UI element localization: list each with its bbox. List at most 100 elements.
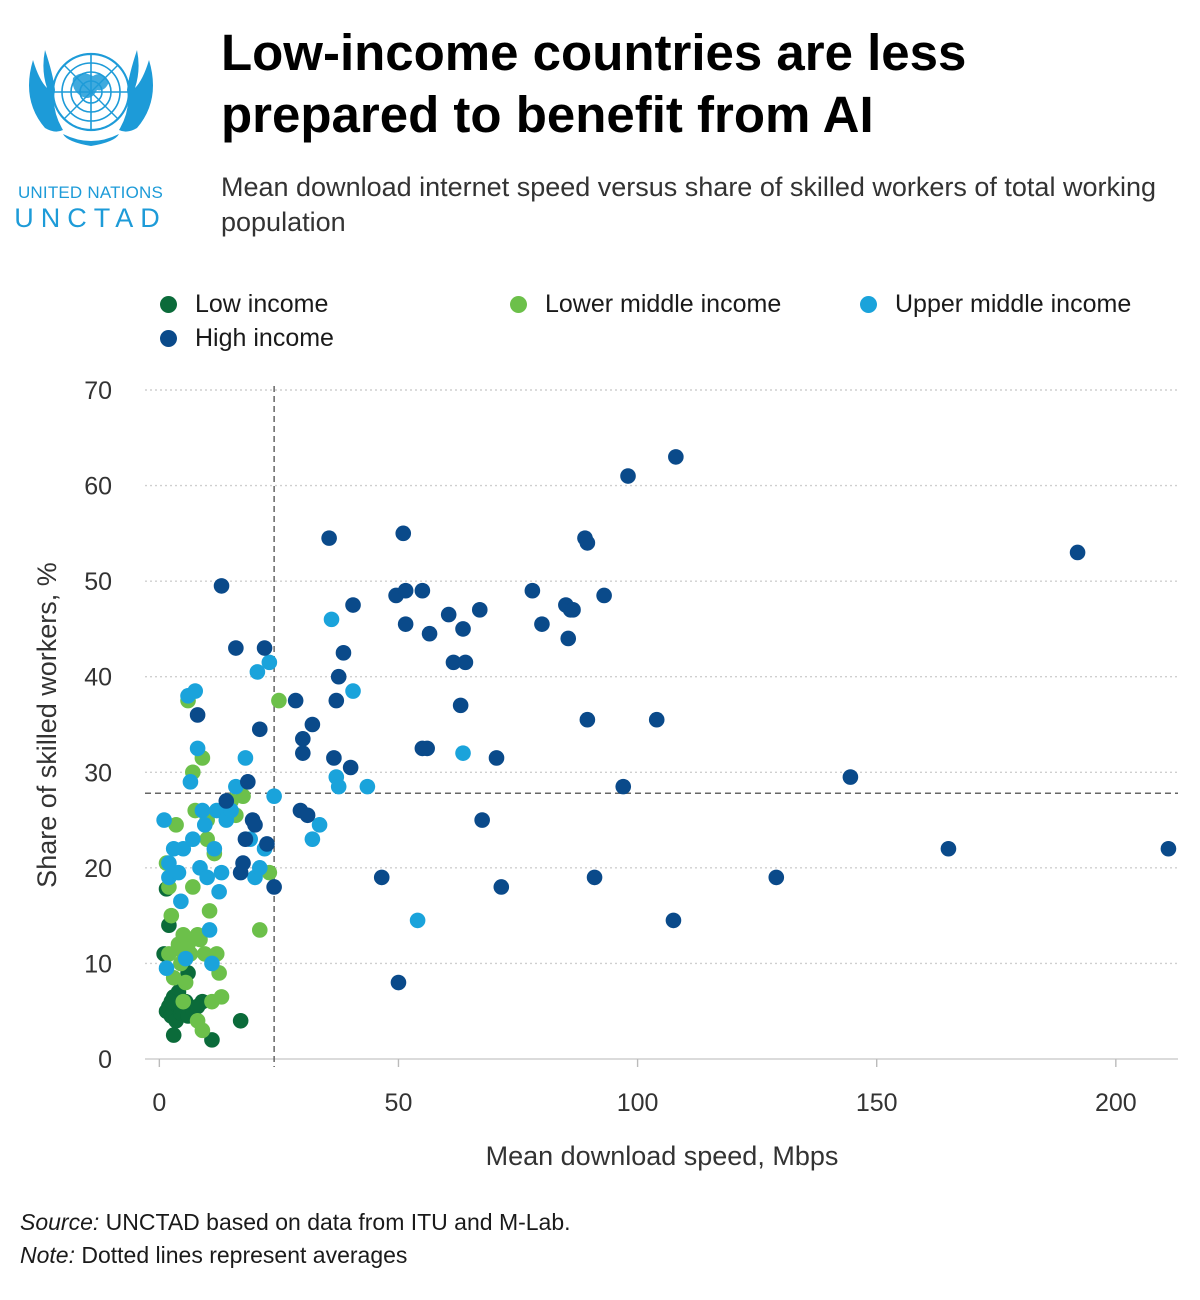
point-upper-middle-income-15 <box>196 817 213 833</box>
point-upper-middle-income-41 <box>409 912 426 929</box>
point-upper-middle-income-17 <box>201 922 218 938</box>
x-tick-label-200: 200 <box>1095 1089 1137 1117</box>
point-high-income-21 <box>326 750 342 766</box>
point-lower-middle-income-31 <box>185 879 201 895</box>
point-high-income-61 <box>648 711 665 728</box>
legend-item-lower-middle-income[interactable]: Lower middle income <box>510 290 781 319</box>
point-upper-middle-income-33 <box>266 788 282 804</box>
chart-subtitle: Mean download internet speed versus shar… <box>221 172 1156 237</box>
point-high-income-54 <box>579 711 596 728</box>
legend-item-high-income[interactable]: High income <box>160 324 334 353</box>
point-high-income-62 <box>768 869 785 886</box>
point-high-income-0 <box>189 707 206 723</box>
point-upper-middle-income-29 <box>249 664 266 680</box>
legend-dot-low-income <box>160 296 177 313</box>
y-tick-label-40: 40 <box>84 664 112 692</box>
point-high-income-2 <box>218 793 235 809</box>
scatter-chart: 0 10 20 30 40 50 60 70 0 50 100 150 200 Mean downloa… <box>32 377 1178 1171</box>
point-lower-middle-income-17 <box>201 903 218 919</box>
point-lower-middle-income-2 <box>163 907 180 924</box>
point-high-income-39 <box>452 697 469 714</box>
point-high-income-24 <box>335 645 352 661</box>
point-high-income-20 <box>321 530 337 546</box>
footer: Source: UNCTAD based on data from ITU an… <box>20 1206 571 1272</box>
y-tick-label-20: 20 <box>84 855 112 883</box>
y-tick-label-60: 60 <box>84 473 112 501</box>
point-low-income-22 <box>163 993 180 1010</box>
point-high-income-44 <box>488 750 505 766</box>
y-tick-label-0: 0 <box>98 1046 112 1074</box>
point-high-income-45 <box>493 879 510 895</box>
point-high-income-56 <box>596 587 612 604</box>
point-upper-middle-income-5 <box>173 893 189 910</box>
legend-dot-upper-middle-income <box>860 296 877 313</box>
legend-label-upper-middle-income: Upper middle income <box>895 290 1132 318</box>
point-upper-middle-income-30 <box>251 860 268 876</box>
un-logo: UNITED NATIONS UNCTAD <box>8 30 173 234</box>
x-tick-label-100: 100 <box>617 1089 659 1117</box>
source-text: UNCTAD based on data from ITU and M-Lab. <box>105 1209 571 1235</box>
y-tick-label-50: 50 <box>84 568 112 596</box>
point-high-income-14 <box>287 692 304 709</box>
point-lower-middle-income-28 <box>271 692 287 709</box>
note-line: Note: Dotted lines represent averages <box>20 1239 571 1272</box>
point-high-income-49 <box>560 630 577 647</box>
point-upper-middle-income-6 <box>175 840 192 857</box>
point-high-income-53 <box>579 535 596 551</box>
point-upper-middle-income-38 <box>330 778 347 795</box>
point-upper-middle-income-19 <box>206 840 223 857</box>
point-lower-middle-income-22 <box>213 989 230 1005</box>
point-high-income-36 <box>421 625 438 642</box>
point-high-income-42 <box>471 602 488 618</box>
point-high-income-55 <box>586 869 603 886</box>
point-upper-middle-income-35 <box>311 817 328 833</box>
un-emblem-icon <box>28 50 153 146</box>
point-high-income-25 <box>342 759 359 776</box>
y-axis-label: Share of skilled workers, % <box>32 562 62 888</box>
point-high-income-9 <box>247 817 263 833</box>
x-tick-label-50: 50 <box>385 1089 413 1117</box>
point-upper-middle-income-22 <box>213 864 230 881</box>
point-upper-middle-income-12 <box>189 740 206 757</box>
point-upper-middle-income-7 <box>177 950 194 967</box>
legend-item-upper-middle-income[interactable]: Upper middle income <box>860 290 1131 319</box>
point-upper-middle-income-42 <box>455 745 471 761</box>
point-high-income-10 <box>251 721 268 738</box>
point-upper-middle-income-16 <box>199 869 215 886</box>
point-upper-middle-income-43 <box>161 855 177 871</box>
point-lower-middle-income-7 <box>177 974 194 991</box>
point-high-income-7 <box>240 774 256 790</box>
point-upper-middle-income-39 <box>345 683 361 699</box>
point-upper-middle-income-36 <box>323 611 340 628</box>
point-upper-middle-income-20 <box>208 802 225 819</box>
point-high-income-40 <box>455 621 471 637</box>
point-high-income-23 <box>330 668 347 685</box>
point-high-income-35 <box>419 740 435 757</box>
logo-text-united-nations: UNITED NATIONS <box>17 183 164 202</box>
point-high-income-46 <box>524 582 541 599</box>
point-high-income-22 <box>328 692 345 709</box>
point-high-income-64 <box>940 840 957 857</box>
y-tick-label-30: 30 <box>84 759 112 787</box>
point-upper-middle-income-9 <box>182 774 199 790</box>
point-high-income-57 <box>615 778 632 795</box>
point-high-income-31 <box>397 582 414 599</box>
grid-lines <box>145 389 1178 965</box>
source-line: Source: UNCTAD based on data from ITU an… <box>20 1206 571 1239</box>
point-upper-middle-income-32 <box>261 654 278 671</box>
point-low-income-16 <box>204 1032 220 1048</box>
point-lower-middle-income-3 <box>168 817 184 833</box>
point-high-income-30 <box>395 525 412 542</box>
average-lines <box>145 386 1178 1067</box>
axes: 0 10 20 30 40 50 60 70 0 50 100 150 200 <box>84 377 1178 1117</box>
point-high-income-38 <box>445 654 462 671</box>
point-high-income-59 <box>665 912 682 929</box>
point-high-income-65 <box>1069 544 1086 561</box>
point-upper-middle-income-1 <box>158 960 175 977</box>
point-low-income-21 <box>189 998 206 1015</box>
point-lower-middle-income-33 <box>194 1022 211 1039</box>
y-tick-label-10: 10 <box>84 950 112 978</box>
legend-item-low-income[interactable]: Low income <box>160 290 328 319</box>
point-high-income-58 <box>620 468 636 484</box>
source-label: Source: <box>20 1209 100 1235</box>
